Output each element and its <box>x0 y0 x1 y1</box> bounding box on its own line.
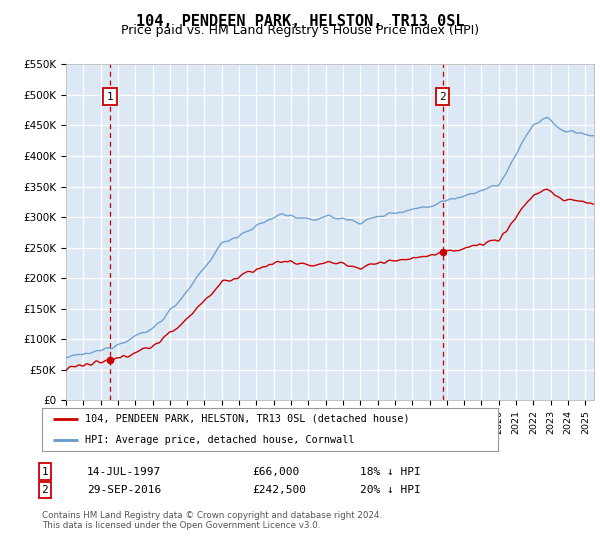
Text: 1: 1 <box>41 466 49 477</box>
Text: 1: 1 <box>107 92 113 102</box>
Text: 104, PENDEEN PARK, HELSTON, TR13 0SL (detached house): 104, PENDEEN PARK, HELSTON, TR13 0SL (de… <box>85 414 410 424</box>
Text: 20% ↓ HPI: 20% ↓ HPI <box>360 485 421 495</box>
Text: HPI: Average price, detached house, Cornwall: HPI: Average price, detached house, Corn… <box>85 435 355 445</box>
Text: 14-JUL-1997: 14-JUL-1997 <box>87 466 161 477</box>
Text: 2: 2 <box>439 92 446 102</box>
Text: 29-SEP-2016: 29-SEP-2016 <box>87 485 161 495</box>
Text: £242,500: £242,500 <box>252 485 306 495</box>
Text: Contains HM Land Registry data © Crown copyright and database right 2024.
This d: Contains HM Land Registry data © Crown c… <box>42 511 382 530</box>
Text: 104, PENDEEN PARK, HELSTON, TR13 0SL: 104, PENDEEN PARK, HELSTON, TR13 0SL <box>136 14 464 29</box>
Text: Price paid vs. HM Land Registry's House Price Index (HPI): Price paid vs. HM Land Registry's House … <box>121 24 479 36</box>
Text: £66,000: £66,000 <box>252 466 299 477</box>
Text: 18% ↓ HPI: 18% ↓ HPI <box>360 466 421 477</box>
Text: 2: 2 <box>41 485 49 495</box>
